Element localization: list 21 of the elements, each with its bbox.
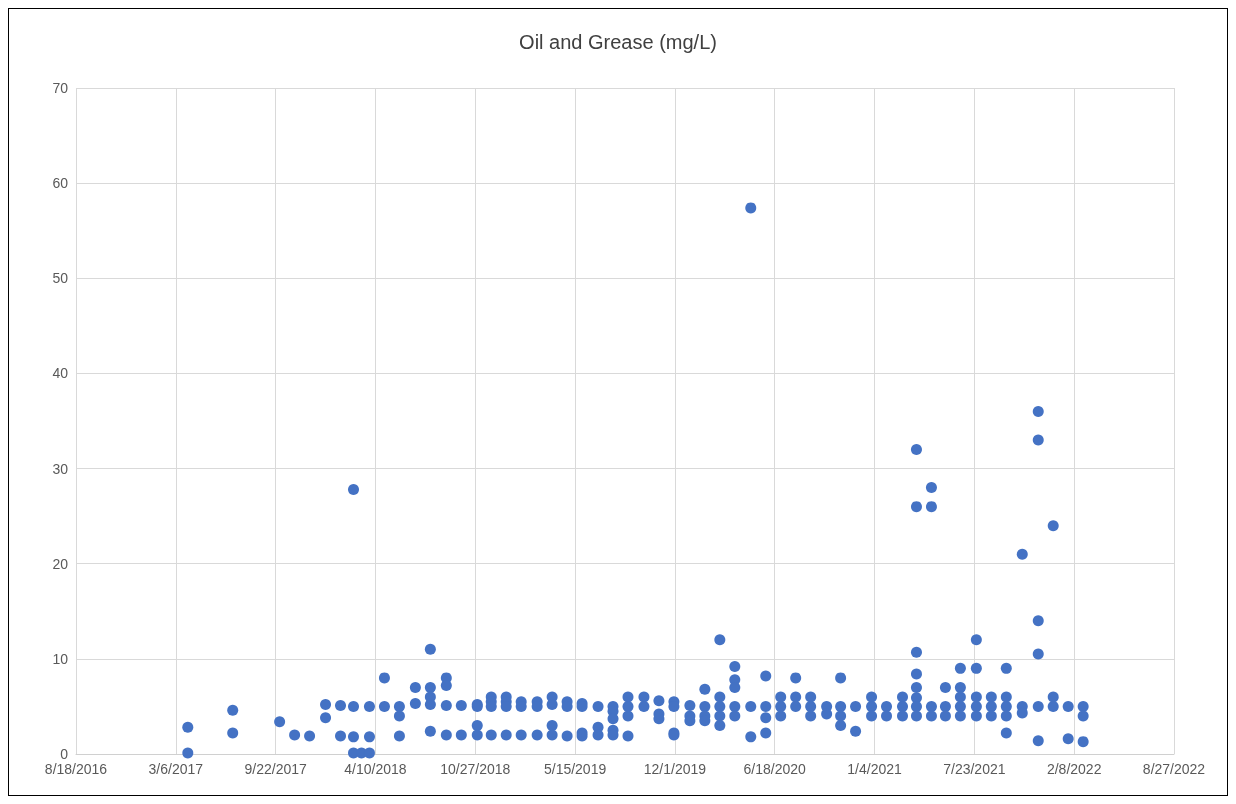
y-tick-label: 50 — [52, 270, 69, 287]
x-tick-label: 8/18/2016 — [44, 761, 108, 777]
y-tick-label: 0 — [60, 746, 69, 762]
x-tick-label: 1/4/2021 — [847, 761, 903, 777]
x-tick-label: 8/27/2022 — [1142, 761, 1206, 777]
y-tick-label: 60 — [52, 175, 69, 192]
x-tick-label: 2/8/2022 — [1046, 761, 1102, 777]
x-tick-label: 12/1/2019 — [643, 761, 707, 777]
x-tick-label: 9/22/2017 — [244, 761, 307, 777]
x-tick-label: 7/23/2021 — [943, 761, 1006, 777]
chart-title: Oil and Grease (mg/L) — [519, 31, 717, 53]
y-tick-label: 40 — [52, 365, 69, 382]
x-tick-label: 6/18/2020 — [743, 761, 807, 777]
x-tick-label: 10/27/2018 — [440, 761, 511, 777]
x-tick-label: 3/6/2017 — [148, 761, 204, 777]
y-tick-label: 10 — [52, 650, 69, 667]
y-tick-label: 70 — [52, 80, 69, 96]
x-tick-label: 5/15/2019 — [543, 761, 607, 777]
x-tick-label: 4/10/2018 — [344, 761, 407, 777]
y-tick-label: 20 — [52, 555, 69, 572]
y-tick-label: 30 — [52, 460, 69, 477]
